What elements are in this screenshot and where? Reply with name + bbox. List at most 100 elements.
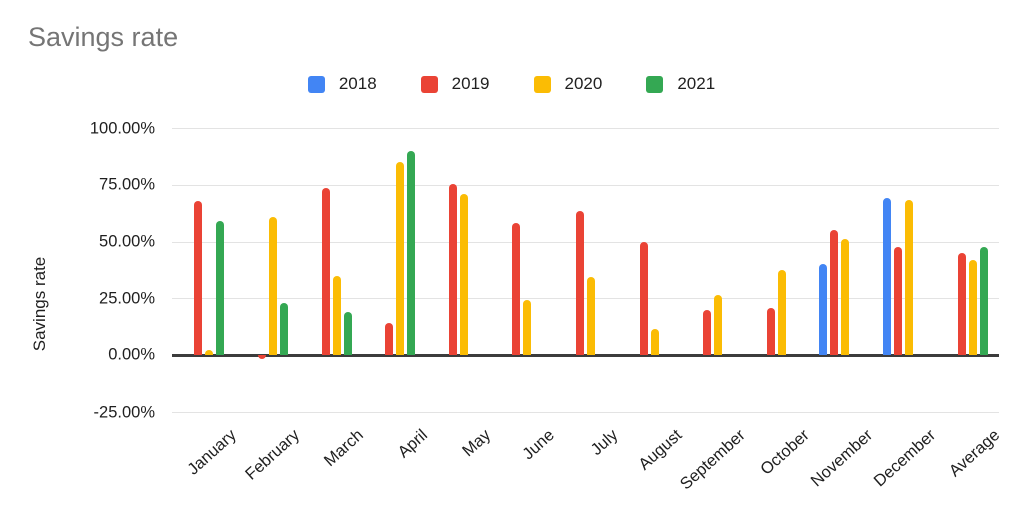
- bar-2020-average: [968, 259, 977, 356]
- y-axis-tick-label: 75.00%: [99, 175, 155, 194]
- bar-2019-july: [575, 210, 584, 356]
- bar-slot: [471, 128, 479, 412]
- bar-group-march: [299, 128, 363, 412]
- bar-slot: [459, 128, 468, 412]
- y-axis-tick-label: 50.00%: [99, 232, 155, 251]
- legend-label: 2021: [677, 74, 716, 93]
- bar-slot: [662, 128, 670, 412]
- legend-item-2018: 2018: [307, 74, 377, 94]
- bar-slot: [575, 128, 584, 412]
- legend-swatch-icon: [420, 75, 438, 93]
- y-axis-title: Savings rate: [30, 256, 49, 352]
- legend-item-2021: 2021: [646, 74, 715, 94]
- bar-group-december: [872, 128, 936, 412]
- legend-swatch-icon: [533, 75, 551, 93]
- bar-slot: [205, 128, 214, 412]
- bar-slot: [979, 128, 988, 412]
- bar-2020-january: [205, 349, 214, 356]
- legend-swatch-icon: [307, 75, 325, 93]
- bar-slot: [279, 128, 288, 412]
- bar-2019-december: [894, 247, 902, 356]
- bar-slot: [501, 128, 509, 412]
- x-axis-label-august: August: [634, 426, 686, 474]
- x-axis-label-may: May: [459, 426, 495, 461]
- bar-2019-october: [766, 307, 775, 356]
- bar-slot: [534, 128, 542, 412]
- bar-slot: [448, 128, 457, 412]
- bar-2020-march: [332, 275, 341, 356]
- bar-slot: [777, 128, 786, 412]
- x-axis-label-june: June: [519, 426, 558, 464]
- x-axis-label-january: January: [184, 426, 240, 479]
- bar-group-july: [554, 128, 618, 412]
- chart-legend: 2018 2019 2020 2021: [0, 74, 1023, 94]
- bar-slot: [321, 128, 330, 412]
- bar-slot: [789, 128, 797, 412]
- x-axis-label-april: April: [394, 426, 431, 462]
- bar-2020-december: [905, 199, 913, 356]
- bar-slot: [438, 128, 446, 412]
- bar-slot: [841, 128, 850, 412]
- bar-slot: [766, 128, 775, 412]
- x-axis-label-march: March: [320, 426, 368, 471]
- bar-slot: [692, 128, 700, 412]
- y-axis-tick-label: 0.00%: [108, 345, 155, 364]
- bar-slot: [183, 128, 191, 412]
- legend-label: 2020: [564, 74, 603, 93]
- bar-group-september: [681, 128, 745, 412]
- bar-2019-may: [448, 183, 457, 356]
- bar-slot: [968, 128, 977, 412]
- plot-area: January February March April May June July Augu…: [90, 119, 1003, 493]
- bar-groups: [172, 128, 999, 412]
- bar-group-june: [490, 128, 554, 412]
- bar-slot: [523, 128, 532, 412]
- bar-slot: [905, 128, 913, 412]
- bar-slot: [512, 128, 521, 412]
- bar-2019-march: [321, 188, 330, 356]
- bar-2020-september: [714, 295, 723, 356]
- bar-slot: [883, 128, 891, 412]
- x-axis-label-february: February: [242, 426, 304, 484]
- bar-slot: [332, 128, 341, 412]
- bar-slot: [725, 128, 733, 412]
- bar-slot: [257, 128, 266, 412]
- x-axis-labels: January February March April May June July Augu…: [172, 412, 1003, 522]
- bar-group-august: [617, 128, 681, 412]
- bar-2020-may: [459, 193, 468, 356]
- bar-2021-average: [979, 247, 988, 356]
- gridline: 25.00%: [99, 289, 999, 307]
- x-axis-baseline: [172, 353, 999, 357]
- gridline: -25.00%: [94, 403, 999, 421]
- bar-2019-february: [257, 355, 266, 359]
- bar-2021-february: [279, 302, 288, 356]
- bar-slot: [819, 128, 828, 412]
- bar-group-may: [426, 128, 490, 412]
- legend-item-2020: 2020: [533, 74, 603, 94]
- bar-slot: [957, 128, 966, 412]
- legend-label: 2018: [338, 74, 377, 93]
- bar-slot: [947, 128, 955, 412]
- bar-2018-december: [883, 198, 891, 356]
- bar-2020-august: [650, 329, 659, 356]
- bar-2019-april: [385, 323, 394, 356]
- bar-slot: [407, 128, 416, 412]
- bar-group-average: [935, 128, 999, 412]
- bar-slot: [565, 128, 573, 412]
- x-axis-label-average: Average: [945, 426, 1004, 481]
- bar-2020-june: [523, 299, 532, 356]
- bar-slot: [586, 128, 595, 412]
- bar-slot: [343, 128, 352, 412]
- bar-slot: [247, 128, 255, 412]
- bar-group-november: [808, 128, 872, 412]
- gridline: 100.00%: [90, 119, 999, 137]
- bar-2020-february: [268, 216, 277, 356]
- bar-slot: [703, 128, 712, 412]
- bar-2020-april: [396, 162, 405, 356]
- bar-2021-march: [343, 312, 352, 356]
- legend-label: 2019: [451, 74, 490, 93]
- bar-group-april: [363, 128, 427, 412]
- bar-2019-november: [830, 230, 839, 356]
- bar-slot: [598, 128, 606, 412]
- bar-2019-average: [957, 252, 966, 356]
